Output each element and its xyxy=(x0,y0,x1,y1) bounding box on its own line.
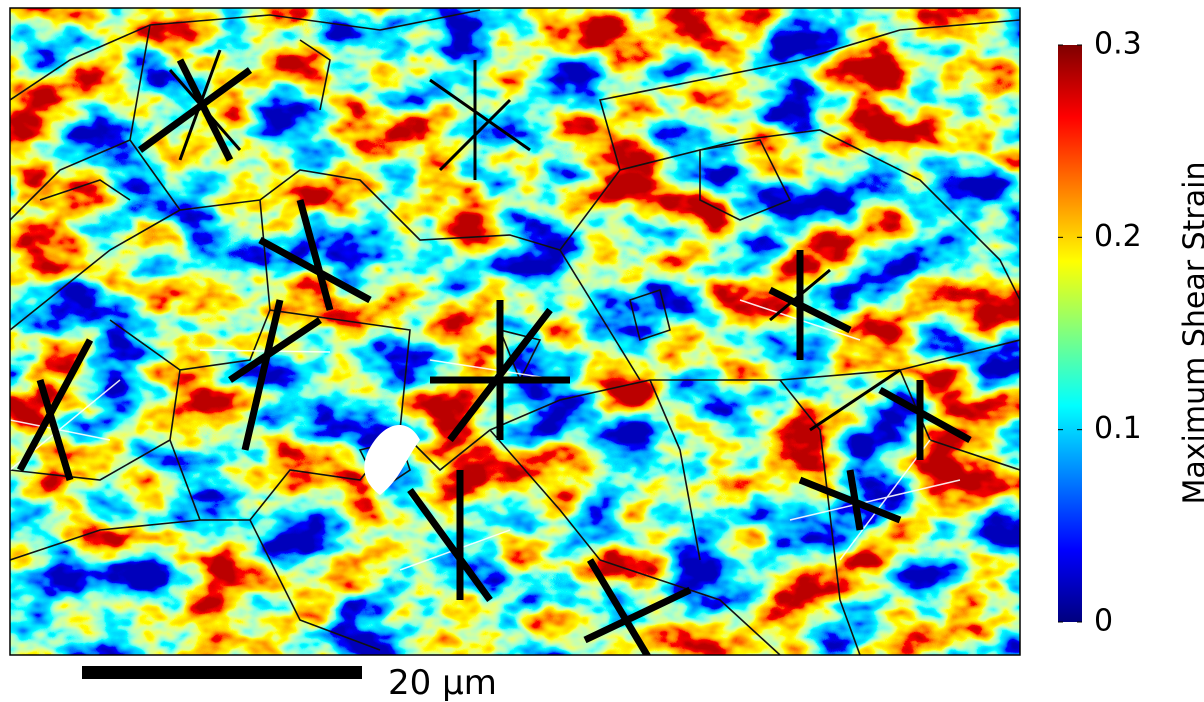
colorbar-tick-label: 0.1 xyxy=(1094,411,1142,446)
strain-field xyxy=(10,8,1020,655)
scale-bar xyxy=(82,666,362,679)
unindexed-region xyxy=(364,425,420,495)
map-frame xyxy=(9,7,1021,656)
colorbar-gradient xyxy=(1058,45,1082,622)
colorbar-tick-label: 0.2 xyxy=(1094,219,1142,254)
colorbar-tick-label: 0.3 xyxy=(1094,27,1142,62)
slip-traces-black xyxy=(16,49,972,655)
colorbar-tick-label: 0 xyxy=(1094,604,1113,639)
scale-bar-label: 20 μm xyxy=(388,663,497,702)
strain-map xyxy=(10,8,1020,655)
colorbar: 0 0.1 0.2 0.3 xyxy=(1058,27,1142,639)
colorbar-label: Maximum Shear Strain xyxy=(1178,162,1204,505)
